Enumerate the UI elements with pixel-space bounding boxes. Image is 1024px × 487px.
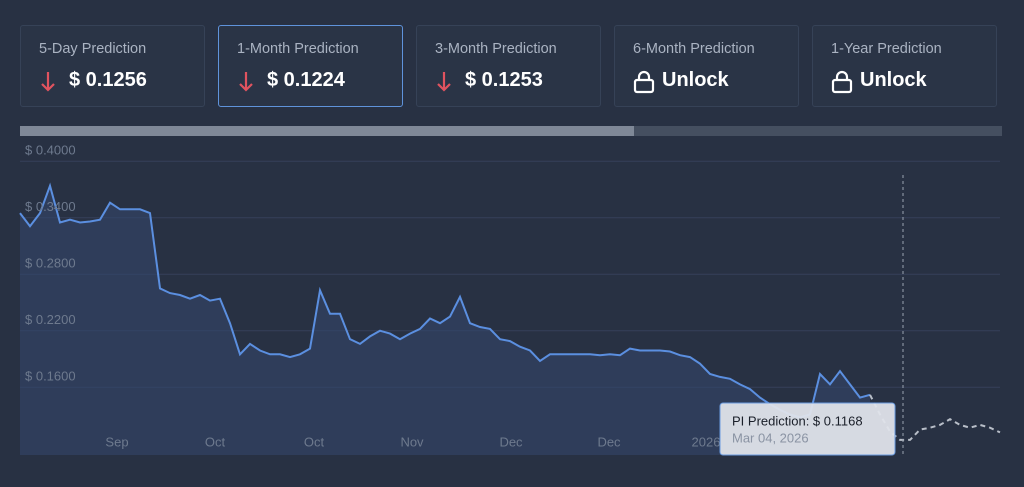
prediction-line: [869, 394, 1001, 441]
x-tick-label: Oct: [205, 434, 226, 449]
tooltip-date: Mar 04, 2026: [732, 430, 809, 445]
x-tick-label: Oct: [304, 434, 325, 449]
tooltip-box: [719, 402, 896, 456]
down-arrow-icon: [239, 72, 253, 92]
y-tick-label: $ 0.2800: [25, 256, 76, 271]
card-label: 6-Month Prediction: [633, 41, 755, 57]
down-arrow-icon: [437, 72, 451, 92]
x-tick-label: Dec: [499, 434, 523, 449]
y-tick-label: $ 0.1600: [25, 369, 76, 384]
card-value: Unlock: [662, 69, 729, 91]
lock-icon: [633, 70, 655, 94]
card-label: 1-Month Prediction: [237, 41, 359, 57]
card-value: Unlock: [860, 69, 927, 91]
prediction-card[interactable]: 6-Month Prediction Unlock: [614, 25, 799, 107]
x-tick-label: Sep: [105, 434, 128, 449]
down-arrow-icon: [41, 72, 55, 92]
card-value: $ 0.1256: [69, 69, 147, 91]
y-tick-label: $ 0.2200: [25, 312, 76, 327]
card-label: 1-Year Prediction: [831, 41, 942, 57]
card-value: $ 0.1224: [267, 69, 345, 91]
y-tick-label: $ 0.4000: [25, 143, 76, 158]
prediction-card[interactable]: 1-Month Prediction $ 0.1224: [218, 25, 403, 107]
prediction-card[interactable]: 1-Year Prediction Unlock: [812, 25, 997, 107]
card-label: 5-Day Prediction: [39, 41, 147, 57]
x-tick-label: Nov: [400, 434, 424, 449]
x-tick-label: Dec: [597, 434, 621, 449]
x-tick-label: 2026: [692, 434, 721, 449]
card-label: 3-Month Prediction: [435, 41, 557, 57]
progress-fill: [20, 126, 634, 136]
y-tick-label: $ 0.3400: [25, 199, 76, 214]
lock-icon: [831, 70, 853, 94]
tooltip-title: PI Prediction: $ 0.1168: [732, 413, 863, 428]
card-value: $ 0.1253: [465, 69, 543, 91]
price-line: [19, 182, 871, 419]
prediction-card[interactable]: 3-Month Prediction $ 0.1253: [416, 25, 601, 107]
prediction-card[interactable]: 5-Day Prediction $ 0.1256: [20, 25, 205, 107]
